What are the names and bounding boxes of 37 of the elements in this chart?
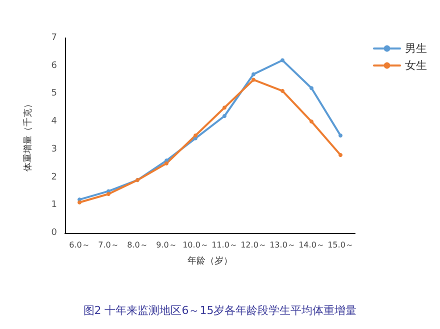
x-tick-label: 15.0～ <box>328 240 354 250</box>
x-tick-label: 10.0～ <box>182 240 208 250</box>
point <box>222 106 226 110</box>
point <box>280 58 284 62</box>
x-tick-label: 13.0～ <box>270 240 296 250</box>
x-tick-label: 11.0～ <box>212 240 238 250</box>
y-tick-label: 3 <box>51 144 57 154</box>
y-tick-label: 1 <box>51 200 57 210</box>
text: 图2 十年来监测地区6～15岁各年龄段学生平均体重增量 <box>83 304 357 317</box>
point <box>222 114 226 118</box>
x-tick-label: 9.0～ <box>156 240 177 250</box>
y-tick-label: 7 <box>51 33 57 43</box>
point <box>310 86 314 90</box>
point <box>252 72 256 76</box>
x-tick-label: 14.0～ <box>298 240 324 250</box>
point <box>194 134 198 138</box>
x-tick-label: 7.0～ <box>98 240 119 250</box>
legend-label: 女生 <box>405 59 427 72</box>
point <box>252 78 256 82</box>
point <box>310 120 314 124</box>
y-tick-label: 0 <box>51 228 58 238</box>
point <box>280 88 284 93</box>
point <box>78 200 82 204</box>
y-tick-label: 4 <box>51 116 58 127</box>
point <box>106 192 110 196</box>
y-axis-title: 体重增量（千克） <box>22 100 34 172</box>
y-tick-label: 6 <box>51 60 58 71</box>
legend-label: 男生 <box>405 42 427 55</box>
point <box>164 161 168 166</box>
point <box>338 153 342 157</box>
y-tick-label: 5 <box>51 88 57 99</box>
point <box>338 134 342 138</box>
x-axis-title: 年龄（岁） <box>188 256 232 266</box>
x-tick-label: 6.0～ <box>69 240 90 250</box>
x-tick-label: 8.0～ <box>127 240 148 250</box>
x-tick-label: 12.0～ <box>240 240 266 250</box>
y-tick-label: 2 <box>51 172 57 182</box>
